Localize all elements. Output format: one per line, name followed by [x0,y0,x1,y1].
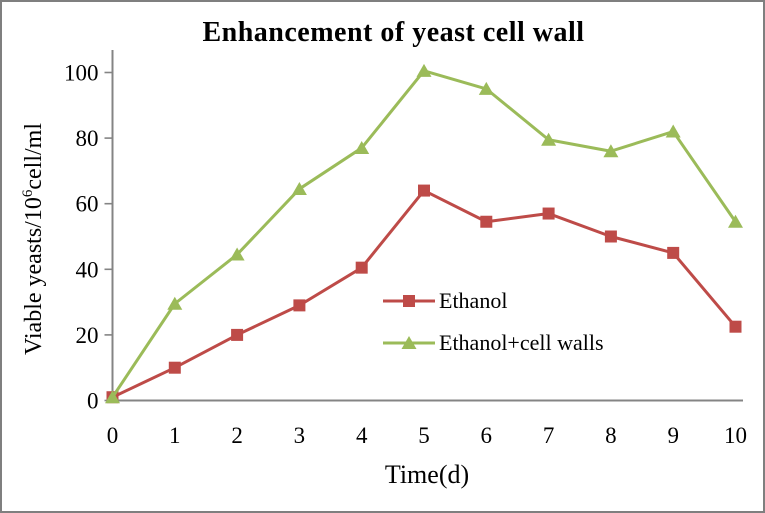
y-axis-ticks: 0 20 40 60 80 100 [64,61,113,414]
square-marker [667,246,680,259]
square-marker [542,207,555,220]
triangle-marker [603,144,619,158]
legend-label: Ethanol+cell walls [439,330,604,355]
chart-title: Enhancement of yeast cell wall [202,17,585,48]
triangle-marker [167,296,183,310]
y-axis-title-superscript: 6 [20,189,36,198]
ethanol-cell-walls-series-marker-icon [383,336,435,349]
x-tick-label: 5 [418,423,430,448]
y-tick-label: 80 [76,126,99,151]
triangle-marker [354,140,370,154]
x-axis-title: Time(d) [384,460,470,489]
triangle-marker [728,214,743,228]
triangle-marker [291,181,307,195]
x-axis-ticks: 0 1 2 3 4 5 6 7 8 9 10 [107,423,747,448]
square-marker [403,295,415,307]
square-marker [418,184,430,197]
y-tick-label: 60 [76,192,99,217]
triangle-marker [229,247,245,261]
ethanol-series-marker-icon [383,295,435,307]
square-marker [231,328,244,341]
y-tick-label: 0 [87,389,99,414]
square-marker [604,230,617,243]
triangle-marker [478,81,494,95]
triangle-marker [105,390,120,404]
legend: Ethanol Ethanol+cell walls [383,285,604,369]
square-marker [355,261,368,274]
triangle-marker [665,124,681,138]
legend-entry-ethanol: Ethanol [383,285,604,317]
x-tick-label: 7 [543,423,555,448]
x-tick-label: 2 [231,423,243,448]
y-axis-title-text: Viable yeasts/10 [21,197,47,356]
square-marker [480,215,493,228]
x-tick-label: 0 [107,423,119,448]
triangle-marker [541,132,557,146]
x-tick-label: 10 [724,423,747,448]
y-axis-title: Viable yeasts/106cell/ml [20,89,48,389]
x-tick-label: 8 [605,423,617,448]
legend-entry-ethanol-cell-walls: Ethanol+cell walls [383,327,604,359]
square-marker [293,299,306,312]
x-tick-label: 9 [667,423,679,448]
y-tick-label: 20 [76,323,99,348]
y-tick-label: 40 [76,257,99,282]
x-tick-label: 6 [481,423,493,448]
square-marker [168,361,181,374]
x-tick-label: 4 [356,423,368,448]
triangle-marker [416,63,432,77]
square-marker [729,320,742,333]
legend-label: Ethanol [439,288,508,313]
x-tick-label: 1 [169,423,181,448]
series-ethanol-cell-walls [105,63,743,404]
triangle-marker [401,336,417,349]
y-tick-label: 100 [64,61,99,86]
y-axis-title-suffix: cell/ml [21,123,47,190]
x-tick-label: 3 [294,423,306,448]
